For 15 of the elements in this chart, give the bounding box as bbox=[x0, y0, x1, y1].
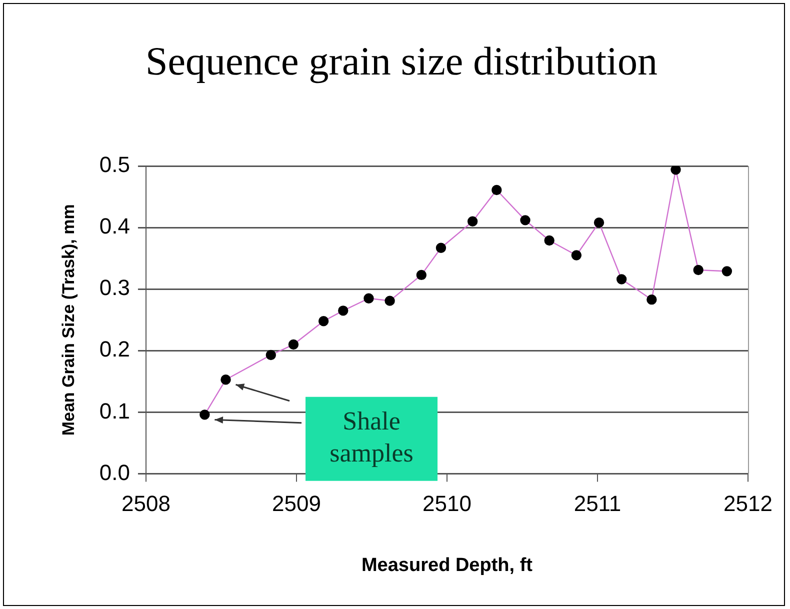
x-tick-label: 2512 bbox=[724, 491, 772, 516]
y-tick-label: 0.1 bbox=[99, 398, 130, 424]
y-tick-label: 0.2 bbox=[99, 336, 130, 362]
annotation: Shale samples bbox=[330, 406, 414, 468]
x-tick-label: 2511 bbox=[574, 491, 622, 516]
y-tick-label: 0.4 bbox=[99, 214, 130, 239]
x-tick-label: 2510 bbox=[422, 491, 472, 516]
x-axis-title: Measured Depth, ft bbox=[361, 554, 534, 576]
y-tick-label: 0.5 bbox=[99, 152, 130, 178]
x-tick-label: 2509 bbox=[272, 491, 321, 516]
y-axis-title: Mean Grain Size (Trask), mm bbox=[58, 204, 78, 436]
y-tick-label: 0.0 bbox=[99, 460, 130, 485]
chart-title: Sequence grain size distribution bbox=[145, 38, 658, 84]
x-tick-label: 2508 bbox=[122, 491, 170, 516]
y-tick-label: 0.3 bbox=[99, 275, 130, 300]
